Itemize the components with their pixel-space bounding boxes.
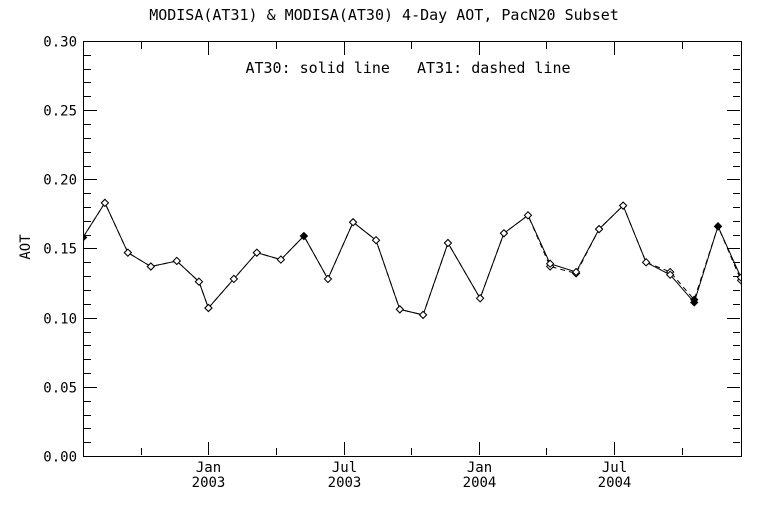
chart-title: MODISA(AT31) & MODISA(AT30) 4-Day AOT, P… <box>149 6 619 24</box>
x-tick-label: 2003 <box>192 475 226 491</box>
x-tick-label: Jan <box>467 460 492 476</box>
at30-data-point-marker <box>618 201 628 210</box>
series-area <box>83 198 741 320</box>
at30-data-point-marker <box>641 258 651 267</box>
at30-data-point-marker <box>194 277 204 286</box>
y-tick-label: 0.10 <box>43 312 77 328</box>
at30-data-point-marker <box>545 259 555 268</box>
at30-data-point-marker <box>146 262 156 271</box>
at30-data-point-marker <box>123 248 133 257</box>
y-axis-label: AOT <box>18 234 34 260</box>
at30-data-point-marker <box>418 310 428 320</box>
at30-data-point-marker <box>475 294 485 303</box>
x-tick-label: 2004 <box>463 475 497 491</box>
x-tick-label: Jul <box>332 460 357 476</box>
y-tick-label: 0.15 <box>43 242 77 258</box>
at30-data-point-marker <box>571 267 581 277</box>
at30-data-point-marker <box>665 270 675 279</box>
at30-data-point-marker <box>252 248 262 257</box>
at30-data-point-marker <box>100 198 110 208</box>
at30-data-point-marker <box>499 229 509 238</box>
x-tick-label: 2004 <box>598 475 632 491</box>
at30-data-point-marker <box>172 256 182 266</box>
at30-data-point-marker <box>713 222 723 231</box>
at30-data-point-marker <box>523 211 533 220</box>
y-tick-label: 0.05 <box>43 381 77 397</box>
at30-data-point-marker <box>299 231 309 241</box>
at30-data-point-marker <box>204 303 213 313</box>
at30-data-point-marker <box>83 233 88 242</box>
at30-data-point-marker <box>229 274 239 284</box>
at30-data-point-marker <box>594 224 604 234</box>
at30-data-point-marker <box>276 255 286 264</box>
y-tick-label: 0.20 <box>43 173 77 189</box>
x-tick-label: 2003 <box>328 475 362 491</box>
y-tick-label: 0.00 <box>43 450 77 466</box>
at30-data-point-marker <box>443 238 453 248</box>
at30-line <box>83 201 741 316</box>
plot-frame <box>83 41 742 457</box>
series-legend-note: AT30: solid line AT31: dashed line <box>245 59 571 77</box>
x-tick-label: Jan <box>196 460 221 476</box>
at30-data-point-marker <box>348 218 358 227</box>
at30-data-point-marker <box>736 273 741 282</box>
at30-data-point-marker <box>690 298 699 307</box>
at30-data-point-marker <box>323 274 333 284</box>
x-tick-label: Jul <box>602 460 627 476</box>
at30-data-point-marker <box>371 235 381 245</box>
y-tick-label: 0.30 <box>43 35 77 51</box>
at30-data-point-marker <box>395 305 405 314</box>
at31-line <box>83 201 741 316</box>
y-tick-label: 0.25 <box>43 104 77 120</box>
